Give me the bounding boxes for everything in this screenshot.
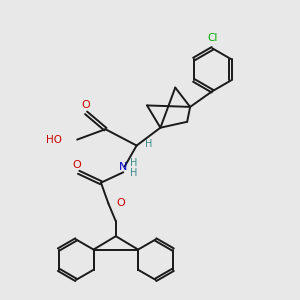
Text: HO: HO xyxy=(46,135,62,145)
Text: H: H xyxy=(130,168,137,178)
Text: Cl: Cl xyxy=(207,33,218,43)
Text: O: O xyxy=(116,198,125,208)
Text: H: H xyxy=(130,158,137,168)
Text: N: N xyxy=(119,162,128,172)
Text: H: H xyxy=(145,139,152,149)
Text: O: O xyxy=(81,100,90,110)
Text: O: O xyxy=(73,160,82,170)
